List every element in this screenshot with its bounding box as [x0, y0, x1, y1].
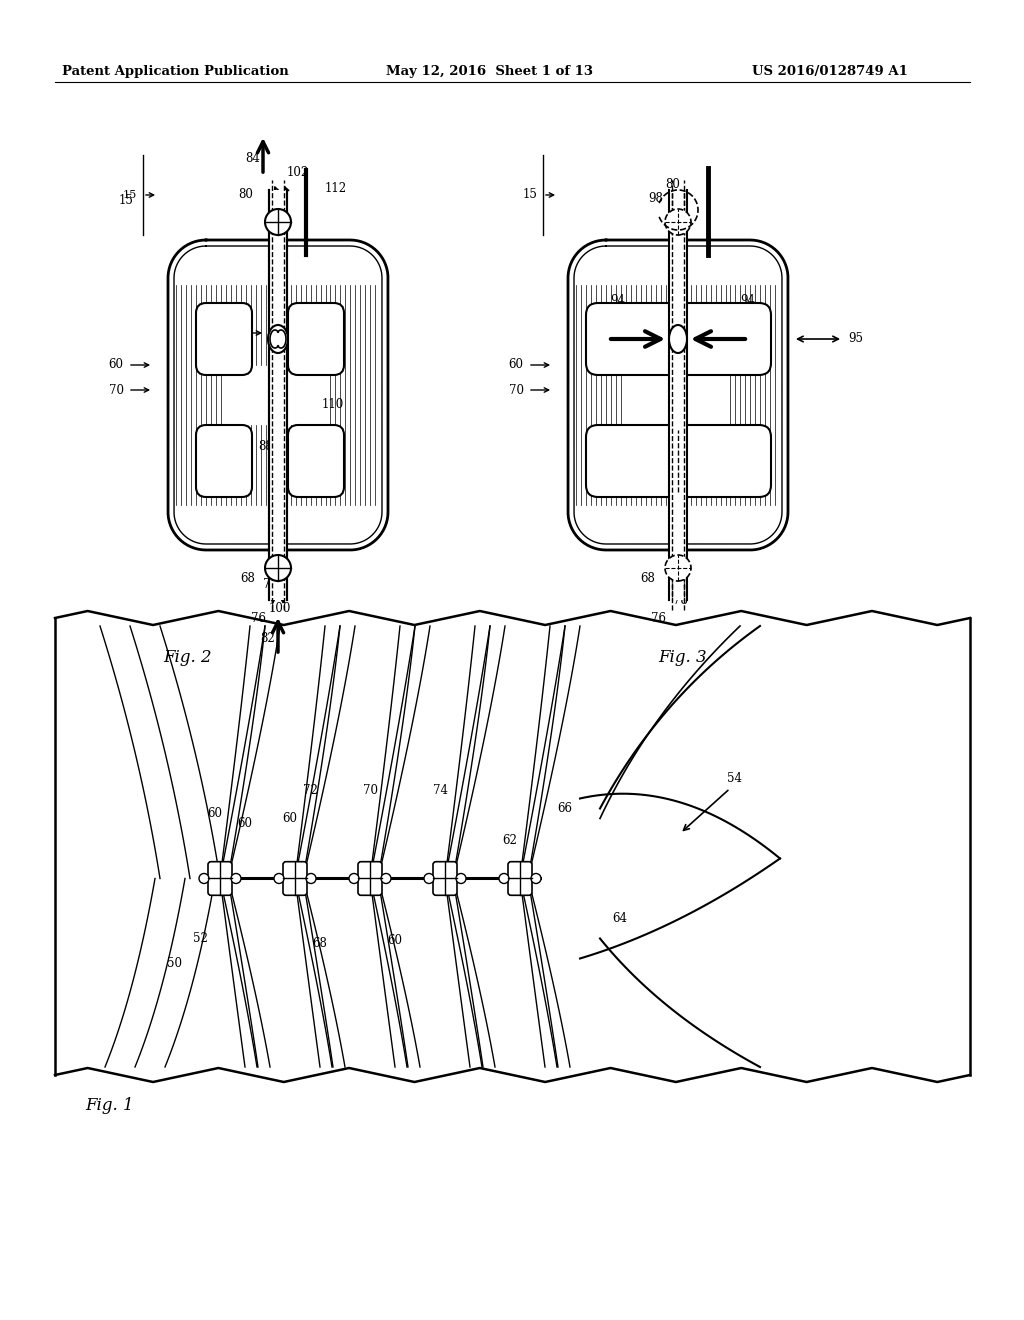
Text: 76: 76: [650, 611, 666, 624]
Circle shape: [274, 874, 284, 883]
Text: 68: 68: [641, 572, 655, 585]
Circle shape: [456, 874, 466, 883]
FancyBboxPatch shape: [358, 862, 382, 895]
Text: 60: 60: [109, 359, 124, 371]
Text: 15: 15: [119, 194, 133, 206]
Circle shape: [265, 554, 291, 581]
Ellipse shape: [669, 325, 687, 352]
Text: 70: 70: [109, 384, 124, 396]
Text: 94: 94: [610, 294, 626, 308]
Text: 88: 88: [636, 440, 650, 453]
Circle shape: [665, 554, 691, 581]
Text: 80: 80: [239, 189, 253, 202]
FancyBboxPatch shape: [208, 862, 232, 895]
Text: 100: 100: [269, 602, 291, 615]
Bar: [269, 190, 287, 601]
Text: 98: 98: [648, 191, 664, 205]
FancyBboxPatch shape: [288, 304, 344, 375]
Text: 52: 52: [193, 932, 208, 945]
FancyBboxPatch shape: [433, 862, 457, 895]
Text: 78: 78: [262, 578, 278, 591]
Text: 66: 66: [557, 803, 572, 814]
Circle shape: [531, 874, 541, 883]
Circle shape: [231, 874, 241, 883]
Text: 132: 132: [309, 459, 331, 473]
Text: 68: 68: [241, 572, 255, 585]
Text: 118: 118: [225, 434, 247, 447]
Circle shape: [349, 874, 359, 883]
Text: Fig. 2: Fig. 2: [163, 649, 212, 667]
Text: 80: 80: [666, 178, 680, 191]
Text: 50: 50: [168, 957, 182, 970]
Circle shape: [199, 874, 209, 883]
Text: 90: 90: [279, 440, 294, 453]
Text: 60: 60: [208, 807, 222, 820]
Text: 15: 15: [123, 190, 137, 201]
Text: 74: 74: [432, 784, 447, 797]
Text: 60: 60: [387, 935, 402, 946]
Circle shape: [306, 874, 316, 883]
FancyBboxPatch shape: [586, 425, 771, 498]
Circle shape: [499, 874, 509, 883]
FancyBboxPatch shape: [586, 304, 771, 375]
Text: 72: 72: [302, 784, 317, 797]
Text: 92: 92: [228, 302, 244, 315]
Text: 134: 134: [307, 313, 329, 326]
Text: Fig. 1: Fig. 1: [85, 1097, 133, 1114]
Circle shape: [265, 209, 291, 235]
Text: 78: 78: [673, 594, 687, 606]
Text: 84: 84: [246, 152, 260, 165]
FancyBboxPatch shape: [508, 862, 532, 895]
Text: 96: 96: [673, 465, 687, 478]
Text: 15: 15: [522, 189, 538, 202]
Bar: [669, 190, 687, 601]
Text: 60: 60: [509, 359, 523, 371]
FancyBboxPatch shape: [196, 304, 252, 375]
Text: 95: 95: [849, 333, 863, 346]
Text: 68: 68: [312, 937, 328, 950]
FancyBboxPatch shape: [283, 862, 307, 895]
Text: 62: 62: [503, 834, 517, 847]
Text: Patent Application Publication: Patent Application Publication: [61, 66, 289, 78]
Text: 110: 110: [322, 399, 344, 412]
FancyBboxPatch shape: [288, 425, 344, 498]
Text: 102: 102: [287, 165, 309, 178]
Text: 92: 92: [615, 440, 631, 453]
Text: 112: 112: [325, 181, 347, 194]
Text: US 2016/0128749 A1: US 2016/0128749 A1: [752, 66, 908, 78]
Text: 82: 82: [261, 631, 275, 644]
Text: 70: 70: [362, 784, 378, 797]
Ellipse shape: [268, 325, 288, 352]
Text: 94: 94: [740, 294, 756, 308]
Text: 60: 60: [283, 812, 298, 825]
Text: 64: 64: [612, 912, 628, 925]
Text: 54: 54: [727, 772, 742, 785]
Text: May 12, 2016  Sheet 1 of 13: May 12, 2016 Sheet 1 of 13: [386, 66, 594, 78]
Text: 60: 60: [238, 817, 253, 830]
Text: 76: 76: [251, 611, 265, 624]
Circle shape: [665, 209, 691, 235]
Circle shape: [424, 874, 434, 883]
FancyBboxPatch shape: [196, 425, 252, 498]
Text: Fig. 3: Fig. 3: [658, 649, 707, 667]
Circle shape: [381, 874, 391, 883]
Text: 88: 88: [259, 440, 273, 453]
Text: 90: 90: [683, 440, 697, 453]
Text: 70: 70: [509, 384, 523, 396]
Text: 180: 180: [701, 474, 724, 487]
